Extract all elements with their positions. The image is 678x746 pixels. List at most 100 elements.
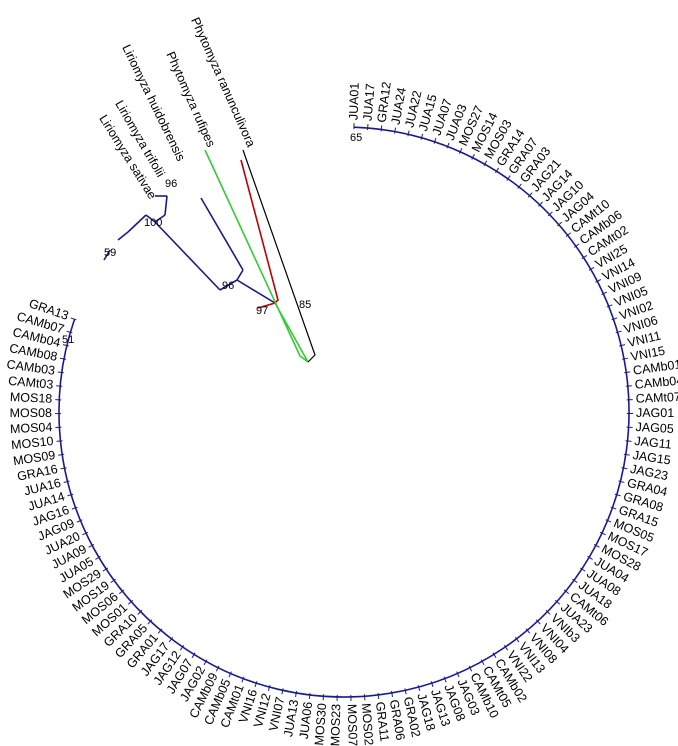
leaf-tick	[58, 453, 65, 456]
internal-branch	[219, 279, 238, 291]
leaf-tick	[281, 688, 284, 695]
bootstrap-value: 97	[256, 305, 268, 317]
leaf-tick	[417, 684, 421, 692]
leaf-tick	[404, 688, 407, 695]
leaf-tick	[127, 599, 134, 605]
leaf-tick	[407, 130, 410, 137]
leaf-tick	[254, 681, 258, 688]
leaf-tick	[605, 519, 612, 523]
leaf-label: MOS04	[10, 420, 53, 436]
leaf-tick	[456, 671, 460, 678]
bootstrap-value: 85	[299, 299, 311, 311]
leaf-tick	[624, 371, 631, 374]
leaf-label: JUA06	[297, 701, 315, 740]
leaf-label: JUA17	[361, 83, 378, 122]
leaf-tick	[59, 357, 67, 360]
leaf-tick	[215, 665, 220, 672]
bootstrap-value: 51	[62, 334, 74, 346]
leaf-tick	[57, 371, 64, 374]
leaf-tick	[95, 555, 101, 560]
leaf-label: JAG15	[632, 448, 672, 468]
leaf-tick	[623, 453, 630, 456]
leaf-tick	[118, 589, 125, 595]
leaf-label: JAG01	[636, 406, 674, 420]
outgroup-branch-huidobrensis	[240, 159, 279, 309]
leaf-tick	[514, 636, 520, 643]
leaf-label: JAG11	[634, 434, 673, 452]
leaf-tick	[611, 317, 618, 321]
leaf-tick	[572, 578, 578, 584]
leaf-tick	[66, 330, 73, 334]
leaf-tick	[394, 127, 397, 134]
leaf-tick	[70, 317, 77, 321]
leaf-label: MOS10	[11, 434, 55, 452]
leaf-tick	[433, 137, 437, 144]
leaf-tick	[82, 531, 89, 536]
bootstrap-value: 59	[104, 247, 116, 259]
internal-branch	[236, 269, 244, 281]
leaf-tick	[601, 291, 608, 295]
leaf-tick	[147, 619, 153, 625]
leaf-tick	[593, 543, 600, 548]
leaf-tick	[599, 531, 606, 536]
leaf-tick	[565, 232, 572, 237]
leaf-label: GRA11	[373, 701, 392, 743]
leaf-label: MOS18	[10, 390, 53, 406]
leaf-tick	[110, 578, 116, 584]
leaf-tick	[458, 147, 463, 154]
leaf-tick	[63, 480, 70, 483]
leaf-label: VNI15	[629, 344, 666, 364]
leaf-tick	[506, 175, 511, 181]
leaf-tick	[179, 644, 185, 651]
leaf-tick	[535, 619, 541, 625]
leaf-tick	[625, 440, 632, 442]
leaf-label: CAMt07	[635, 390, 678, 406]
leaf-tick	[495, 167, 500, 174]
outgroup-branch-sativae	[200, 197, 244, 271]
leaf-tick	[525, 628, 531, 634]
bootstrap-value: 96	[222, 280, 234, 292]
leaf-tick	[483, 160, 488, 167]
leaf-tick	[420, 133, 424, 140]
leaf-tick	[556, 221, 563, 227]
leaf-tick	[60, 467, 67, 470]
leaf-tick	[88, 544, 95, 548]
leaf-tick	[67, 493, 74, 497]
leaf-tick	[391, 690, 394, 697]
leaf-label: MOS30	[312, 703, 329, 746]
leaf-tick	[527, 192, 533, 198]
leaf-label: MOS07	[345, 704, 360, 746]
leaf-tick	[157, 628, 163, 634]
leaf-label: JUA13	[281, 699, 301, 738]
leaf-tick	[446, 142, 450, 149]
leaf-tick	[619, 344, 626, 347]
leaf-tick	[579, 567, 586, 572]
leaf-tick	[191, 652, 196, 659]
leaf-tick	[606, 304, 613, 308]
internal-branch	[103, 249, 111, 261]
leaf-tick	[76, 519, 83, 523]
leaf-tick	[517, 183, 522, 189]
bootstrap-value: 65	[350, 132, 362, 144]
leaf-tick	[480, 659, 485, 666]
leaf-label: MOS02	[359, 703, 376, 746]
internal-branch	[164, 195, 168, 216]
leaf-tick	[614, 493, 621, 497]
leaf-tick	[588, 266, 595, 271]
leaf-tick	[547, 211, 553, 217]
leaf-tick	[595, 279, 602, 283]
leaf-tick	[471, 153, 475, 160]
leaf-tick	[62, 344, 69, 347]
leaf-tick	[430, 681, 434, 688]
leaf-tick	[241, 676, 245, 683]
leaf-tick	[380, 125, 383, 132]
leaf-tick	[538, 201, 543, 207]
outgroup-branch-ranunculivora	[242, 149, 316, 363]
leaf-tick	[377, 692, 380, 699]
leaf-label: CAMb03	[6, 357, 56, 378]
main-clade-arc	[58, 126, 630, 698]
bootstrap-value: 100	[144, 217, 162, 229]
leaf-tick	[468, 665, 473, 672]
leaf-label: CAMb04	[634, 373, 678, 391]
